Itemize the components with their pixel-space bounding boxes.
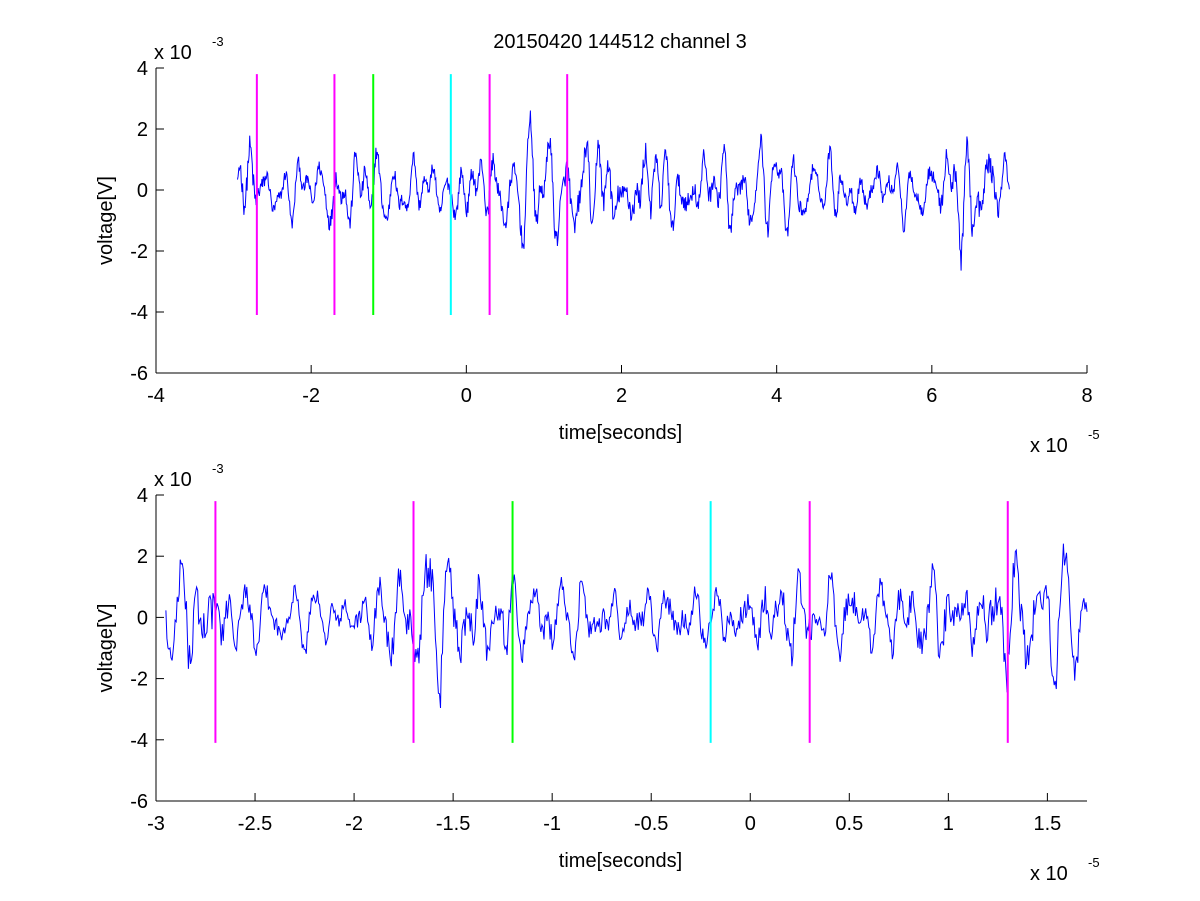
x-multiplier-exponent: -5: [1088, 855, 1100, 870]
x-tick-label: -2: [345, 813, 363, 835]
x-tick-label: 1.5: [1033, 813, 1061, 835]
y-multiplier: x 10: [154, 42, 192, 64]
y-axis-label: voltage[V]: [95, 176, 117, 265]
y-axis-label: voltage[V]: [95, 604, 117, 693]
y-tick-label: -6: [130, 363, 148, 385]
x-tick-label: 2: [616, 385, 627, 407]
y-tick-label: -4: [130, 302, 148, 324]
y-multiplier-exponent: -3: [212, 461, 224, 476]
y-tick-label: 4: [137, 485, 148, 507]
y-tick-label: -2: [130, 669, 148, 691]
y-tick-label: -6: [130, 791, 148, 813]
x-axis-label: time[seconds]: [559, 422, 682, 444]
x-tick-label: -1: [543, 813, 561, 835]
x-tick-label: -0.5: [634, 813, 668, 835]
y-tick-label: -2: [130, 241, 148, 263]
y-tick-label: -4: [130, 730, 148, 752]
x-tick-label: -1.5: [436, 813, 470, 835]
top-axes: -4 -2 0 2 4 6 8-6-4-2024time[seconds]voltage[V…: [95, 34, 1100, 457]
x-tick-label: -3: [147, 813, 165, 835]
signal-line: [237, 110, 1010, 271]
x-tick-label: 0: [745, 813, 756, 835]
x-tick-label: -2: [302, 385, 320, 407]
y-multiplier: x 10: [154, 469, 192, 491]
y-multiplier-exponent: -3: [212, 34, 224, 49]
y-tick-label: 0: [137, 180, 148, 202]
x-multiplier: x 10: [1030, 863, 1068, 885]
y-tick-label: 4: [137, 58, 148, 80]
signal-line: [165, 543, 1088, 709]
y-tick-label: 2: [137, 546, 148, 568]
x-tick-label: 0.5: [835, 813, 863, 835]
bottom-axes: -3 -2.5 -2 -1.5 -1 -0.5 0 0.5 1 1.5 -6 -4 -2 0 2 4 time[…: [95, 461, 1100, 885]
y-tick-label: 2: [137, 119, 148, 141]
x-tick-label: 6: [926, 385, 937, 407]
x-tick-label: 8: [1081, 385, 1092, 407]
x-tick-label: 0: [461, 385, 472, 407]
x-multiplier-exponent: -5: [1088, 427, 1100, 442]
x-tick-label: -2.5: [238, 813, 272, 835]
x-axis-label: time[seconds]: [559, 850, 682, 872]
x-multiplier: x 10: [1030, 435, 1068, 457]
figure-title: 20150420 144512 channel 3: [493, 31, 747, 53]
x-tick-label: 4: [771, 385, 782, 407]
x-tick-label: -4: [147, 385, 165, 407]
y-tick-label: 0: [137, 607, 148, 629]
x-tick-label: 1: [943, 813, 954, 835]
